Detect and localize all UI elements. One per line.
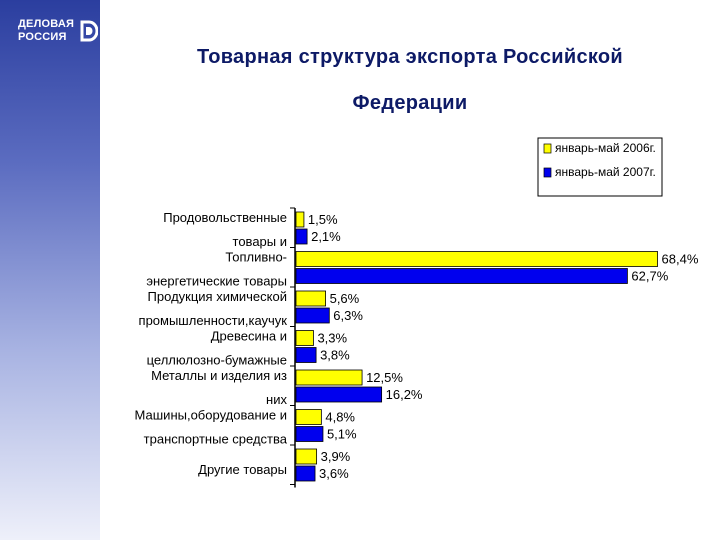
bar-series-2007 [295,268,628,284]
bar-series-2006 [295,448,318,465]
bar-series-2006 [295,211,305,228]
category-label-line: Металлы и изделия из [151,368,287,383]
category-label: Топливно-энергетические товары [146,250,287,289]
value-label: 68,4% [662,252,699,267]
category-label: Продовольственные товары и [163,210,287,249]
legend-swatch [543,143,552,154]
legend-swatch [543,167,552,178]
category-label: Другие товары [198,462,287,477]
value-label: 2,1% [311,229,341,244]
value-label: 16,2% [386,387,423,402]
value-label: 3,6% [319,466,349,481]
bar-series-2007 [295,386,383,403]
bar-series-2006 [295,290,327,307]
value-label: 4,8% [325,410,355,425]
category-label-line: них [266,392,287,407]
category-label-line: Машины,оборудование и [135,408,287,423]
bar-series-2007 [295,426,324,442]
bar-series-2006 [295,251,658,267]
value-label: 6,3% [333,308,363,323]
value-label: 3,8% [320,348,350,363]
value-label: 12,5% [366,370,403,385]
category-label-line: Другие товары [198,462,287,477]
logo-text: ДЕЛОВАЯ РОССИЯ [18,18,74,44]
legend-box [537,137,663,197]
category-label-line: транспортные средства [144,432,288,447]
category-label-line: Топливно- [225,250,287,265]
legend-label: январь-май 2007г. [555,165,656,179]
category-label-line: товары и [233,234,287,249]
value-label: 3,9% [321,449,351,464]
category-label-line: целлюлозно-бумажные [147,353,287,368]
value-label: 1,5% [308,212,338,227]
category-label: Продукция химической промышленности,каучу… [139,289,288,328]
page-title-line-1: Товарная структура экспорта Российской [196,46,624,68]
sidebar-gradient [0,0,100,540]
category-label-line: промышленности,каучук [139,313,288,328]
category-label-line: Древесина и [211,329,287,344]
category-label-line: энергетические товары [146,274,287,289]
category-label: Металлы и изделия из них [151,368,287,407]
value-label: 5,6% [330,291,360,306]
value-label: 5,1% [327,427,357,442]
category-label-line: Продовольственные [163,210,287,225]
bar-series-2007 [295,347,317,363]
category-label: Древесина и целлюлозно-бумажные [147,329,287,368]
bar-series-2006 [295,330,314,346]
brand-logo: ДЕЛОВАЯ РОССИЯ [18,16,100,52]
logo-line-1: ДЕЛОВАЯ [18,18,75,30]
page-title-line-2: Федерации [352,92,468,114]
export-structure-chart: Продовольственные товары и 1,5% 2,1% Топливн… [135,137,699,488]
logo-line-2: РОССИЯ [18,31,67,43]
bar-series-2007 [295,465,316,482]
value-label: 3,3% [317,331,347,346]
bar-series-2006 [295,409,322,425]
value-label: 62,7% [631,269,668,284]
bar-series-2006 [295,369,363,386]
category-label: Машины,оборудование и транспортные средст… [135,408,288,447]
category-label-line: Продукция химической [148,289,287,304]
bar-series-2007 [295,307,330,324]
logo-d-icon [80,20,98,42]
bar-series-2007 [295,228,308,245]
legend-label: январь-май 2006г. [555,141,656,155]
